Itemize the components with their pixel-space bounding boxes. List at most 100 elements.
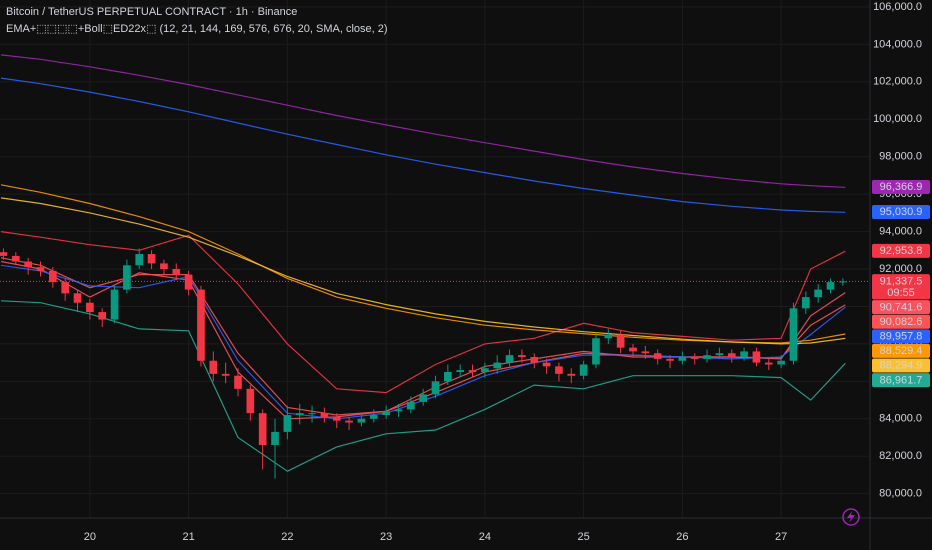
price-tag-label: 96,366.9 [880,181,923,193]
x-tick-label: 26 [676,531,688,543]
candle-body [36,267,45,271]
y-tick-label: 92,000.0 [879,263,922,275]
candle-body [826,282,835,290]
y-tick-label: 80,000.0 [879,488,922,500]
price-tag [872,204,930,219]
candle-body [764,362,773,365]
icon-bolt [847,511,855,523]
candle-body [641,351,650,354]
candle-body [555,366,563,374]
candle-body [184,274,193,290]
candle-body [690,357,699,359]
price-tag [872,343,930,358]
candle-body [295,413,304,416]
candle-body [209,360,218,374]
candle-body [406,401,415,410]
x-tick-label: 20 [84,531,96,543]
candle-body [332,416,341,421]
price-tag [872,329,930,344]
x-tick-label: 25 [577,531,589,543]
candle-body [431,381,440,395]
candle-body [258,413,267,445]
candle-body [839,281,847,283]
alert-icon[interactable] [842,508,860,526]
price-tag [872,179,930,194]
price-tag-label: 95,030.9 [880,206,923,218]
candle-body [579,364,588,376]
icon-circle [842,508,860,526]
x-tick-label: 27 [775,531,787,543]
y-tick-label: 94,000.0 [879,225,922,237]
candle-body [123,265,131,290]
candle-body [172,269,181,275]
candle-body [320,413,329,417]
candle-body [542,362,551,367]
candle-body [505,355,514,363]
y-tick-label: 106,000.0 [873,1,922,13]
candle-body [49,270,57,283]
candle-body [592,338,600,365]
candle-body [727,353,736,358]
candle-body [160,263,168,270]
candle-body [11,255,20,262]
candle-body [518,355,526,358]
price-tag-label: 88,529.4 [880,345,923,357]
candle-body [246,388,255,414]
candle-body [740,351,748,358]
candle-body [616,334,625,348]
candle-body [468,370,477,372]
price-tag [872,314,930,329]
price-tag [872,300,930,315]
indicator-line [0,300,846,472]
price-tag-label: 88,294.9 [880,360,923,372]
candle-body [530,357,539,363]
y-tick-label: 82,000.0 [879,450,922,462]
candle-body [86,302,94,313]
candle-body [752,351,761,363]
candle-body [814,289,822,298]
candles [0,248,847,479]
x-tick-label: 23 [380,531,392,543]
candle-body [271,431,279,445]
y-tick-label: 102,000.0 [873,76,922,88]
candle-body [666,358,674,361]
price-tag [872,358,930,373]
candle-body [98,312,107,320]
indicator-line [0,77,846,213]
candle-body [147,254,156,264]
candle-body [777,360,785,365]
price-tag-label: 90,741.6 [880,301,923,313]
candle-body [481,368,489,372]
candle-body [24,261,32,268]
candle-body [444,371,452,382]
y-tick-label: 100,000.0 [873,113,922,125]
candle-body [221,373,230,376]
candle-body [0,252,8,256]
x-tick-label: 24 [479,531,491,543]
candle-body [493,362,502,369]
candle-body [604,334,613,339]
candle-body [419,394,427,402]
indicator-line [0,54,846,188]
y-tick-label: 84,000.0 [879,413,922,425]
candle-body [715,353,724,356]
x-tick-label: 22 [281,531,293,543]
chart-title: Bitcoin / TetherUS PERPETUAL CONTRACT · … [6,6,297,18]
candle-body [678,357,687,361]
candle-body [629,347,637,352]
candle-body [308,413,316,415]
candle-body [345,420,353,423]
candle-body [283,415,292,432]
price-tags: 96,366.9 95,030.9 92,953.8 91,337.509:55 90,… [872,179,930,388]
candle-body [394,409,403,412]
price-tag-label: 91,337.5 [880,275,923,287]
y-tick-label: 104,000.0 [873,38,922,50]
grid [0,0,870,518]
price-tag-label: 86,961.7 [880,374,923,386]
price-tag [872,373,930,388]
x-tick-label: 21 [182,531,194,543]
indicator-line [0,197,846,345]
indicator-legend: EMA+⬚⬚⬚⬚+Boll⬚ED22x⬚ (12, 21, 144, 169, … [6,23,388,35]
candle-body [135,254,144,266]
price-tag-label: 90,082.6 [880,316,923,328]
